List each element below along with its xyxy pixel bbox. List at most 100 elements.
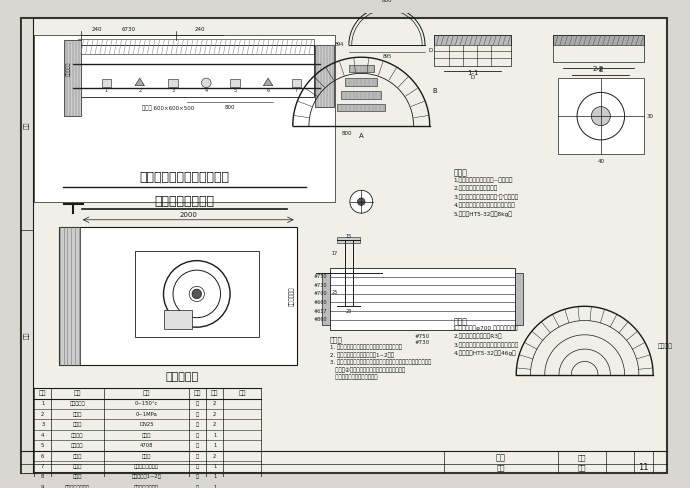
Text: 说明：: 说明： — [330, 337, 343, 344]
Text: 套: 套 — [196, 412, 199, 417]
Text: 自立式压差控制阀: 自立式压差控制阀 — [65, 485, 90, 488]
Circle shape — [164, 261, 230, 327]
Text: 1: 1 — [213, 485, 217, 488]
Text: 比供水管小1~2号: 比供水管小1~2号 — [132, 474, 161, 479]
Text: 30: 30 — [647, 114, 653, 119]
Text: 7: 7 — [41, 464, 44, 469]
Text: 240: 240 — [92, 27, 102, 33]
Bar — [292, 79, 302, 87]
Bar — [34, 35, 335, 202]
Text: 个: 个 — [196, 422, 199, 427]
Bar — [342, 91, 381, 99]
Bar — [337, 304, 360, 309]
Text: 同管径: 同管径 — [141, 432, 151, 438]
Text: 800: 800 — [225, 105, 235, 110]
Circle shape — [189, 286, 204, 302]
Bar — [168, 79, 178, 87]
Text: 闸阀门②）。胶管宝外千管道将，享夏季节越冰: 闸阀门②）。胶管宝外千管道将，享夏季节越冰 — [330, 367, 405, 373]
Text: #730: #730 — [313, 283, 327, 288]
Text: 说明：: 说明： — [453, 318, 467, 326]
Text: E: E — [599, 67, 603, 73]
Text: 3.直观新中刚回白水作为被'奋'等标志。: 3.直观新中刚回白水作为被'奋'等标志。 — [453, 194, 519, 200]
Text: 2: 2 — [41, 412, 44, 417]
Text: 5: 5 — [233, 88, 237, 93]
Text: 直水平汽室: 直水平汽室 — [66, 61, 71, 76]
Text: 数量: 数量 — [211, 390, 219, 396]
Text: 暖通: 暖通 — [496, 453, 506, 462]
Text: 口径同热水管管径: 口径同热水管管径 — [134, 464, 159, 469]
Text: 还。整个冻换象被下按放水。: 还。整个冻换象被下按放水。 — [330, 375, 377, 380]
Text: 供热: 供热 — [24, 331, 30, 339]
Text: 施工图纸说明: 施工图纸说明 — [289, 286, 295, 306]
Text: 15: 15 — [346, 234, 352, 240]
Text: 锁闭考量: 锁闭考量 — [71, 443, 83, 448]
Text: 2: 2 — [138, 88, 141, 93]
Text: 备注: 备注 — [239, 390, 246, 396]
Text: 1.本道直采用φ700 直至锅楼道道。: 1.本道直采用φ700 直至锅楼道道。 — [453, 326, 518, 331]
Text: 剖面做法: 剖面做法 — [658, 344, 673, 349]
Text: 0~150°c: 0~150°c — [135, 401, 158, 406]
Text: 闸室阀: 闸室阀 — [72, 474, 82, 479]
Text: #750: #750 — [415, 334, 430, 339]
Bar — [63, 40, 81, 116]
Text: 4.防腐处理刷漆并二道，铜标保一道。: 4.防腐处理刷漆并二道，铜标保一道。 — [453, 203, 515, 208]
Text: 规格: 规格 — [143, 390, 150, 396]
Text: #730: #730 — [415, 340, 430, 345]
Text: 暖通: 暖通 — [497, 465, 505, 471]
Text: 热计量表: 热计量表 — [71, 432, 83, 438]
Text: 8: 8 — [41, 474, 44, 479]
Circle shape — [350, 190, 373, 213]
Text: 口径同回水管管径: 口径同回水管管径 — [134, 485, 159, 488]
Text: 1-1: 1-1 — [466, 70, 478, 76]
Text: D: D — [471, 75, 475, 80]
Bar — [558, 78, 644, 154]
Text: 5.标准钢HT5-32重量8kg。: 5.标准钢HT5-32重量8kg。 — [453, 211, 513, 217]
Text: 4: 4 — [205, 88, 208, 93]
Text: 过滤器: 过滤器 — [72, 453, 82, 459]
Bar — [435, 35, 511, 66]
Text: 同管径: 同管径 — [141, 453, 151, 459]
Text: 2.图中左位置管手样书处。: 2.图中左位置管手样书处。 — [453, 185, 497, 191]
Circle shape — [173, 270, 221, 318]
Text: 主要设备表: 主要设备表 — [165, 372, 198, 382]
Text: 个: 个 — [196, 453, 199, 459]
Polygon shape — [135, 78, 144, 86]
Text: 页号: 页号 — [578, 465, 586, 471]
Bar — [330, 268, 515, 330]
Bar — [349, 65, 373, 72]
Text: #700: #700 — [313, 291, 327, 296]
Bar — [322, 273, 330, 325]
Bar — [164, 310, 192, 329]
Text: 水银温度计: 水银温度计 — [70, 401, 86, 406]
Text: 1: 1 — [105, 88, 108, 93]
Text: 图号: 图号 — [578, 454, 586, 461]
Text: 3. 关闭换季房间，告示的停止相关门窗口（以此处用，另在循环管上: 3. 关闭换季房间，告示的停止相关门窗口（以此处用，另在循环管上 — [330, 360, 431, 365]
Text: 套: 套 — [196, 443, 199, 448]
Text: 895: 895 — [382, 54, 391, 60]
Text: 2: 2 — [213, 453, 217, 459]
Text: 2: 2 — [213, 422, 217, 427]
Text: 1: 1 — [213, 474, 217, 479]
Text: 编号: 编号 — [39, 390, 46, 396]
Text: 室外检查口平面图: 室外检查口平面图 — [155, 195, 215, 208]
Text: 闸室阀: 闸室阀 — [72, 464, 82, 469]
Text: 11: 11 — [638, 464, 649, 472]
Bar — [21, 18, 33, 473]
Text: 4: 4 — [41, 432, 44, 438]
Text: #660: #660 — [313, 300, 327, 305]
Circle shape — [201, 78, 211, 88]
Text: 个: 个 — [196, 464, 199, 469]
Text: 甲型热水采暖系统入口装置: 甲型热水采暖系统入口装置 — [139, 171, 229, 184]
Bar — [337, 270, 360, 276]
Text: 1: 1 — [213, 443, 217, 448]
Bar — [337, 237, 360, 243]
Text: 2: 2 — [213, 401, 217, 406]
Text: 2-2: 2-2 — [592, 66, 604, 72]
Bar — [101, 79, 111, 87]
Bar — [78, 45, 314, 97]
Text: 894: 894 — [335, 42, 344, 47]
Text: 3.防腐处理：刷漆并一道，铜标保一道。: 3.防腐处理：刷漆并一道，铜标保一道。 — [453, 342, 519, 347]
Bar — [337, 104, 385, 111]
Text: D: D — [428, 48, 433, 53]
Text: 说明：: 说明： — [453, 168, 467, 178]
